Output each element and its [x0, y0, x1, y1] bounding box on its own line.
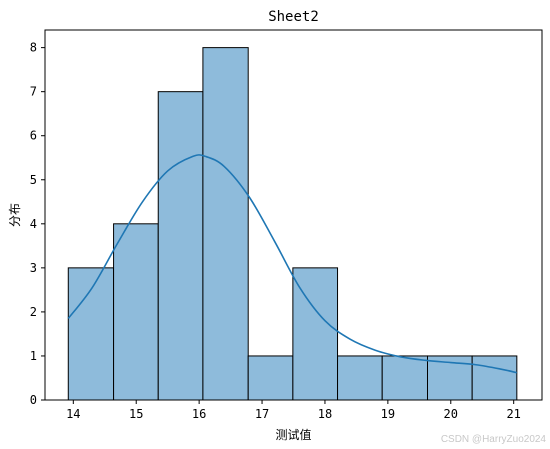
x-tick-label: 21 — [506, 407, 520, 421]
kde-line — [67, 154, 518, 374]
histogram-bar — [337, 355, 383, 401]
y-tick-label: 0 — [30, 393, 37, 407]
x-tick-label: 15 — [129, 407, 143, 421]
y-tick-label: 3 — [30, 261, 37, 275]
y-axis-ticks: 0 1 2 3 4 5 6 7 8 — [30, 41, 45, 407]
y-tick-label: 4 — [30, 217, 37, 231]
histogram-bars — [67, 47, 518, 401]
y-axis-label: 分布 — [8, 203, 22, 227]
histogram-bar — [471, 355, 518, 401]
histogram-bar — [67, 267, 115, 401]
watermark-text: CSDN @HarryZuo2024 — [441, 434, 547, 445]
x-tick-label: 14 — [66, 407, 80, 421]
x-axis-ticks: 14 15 16 17 18 19 20 21 — [66, 400, 521, 421]
y-tick-label: 1 — [30, 349, 37, 363]
histogram-bar — [381, 355, 429, 401]
y-tick-label: 5 — [30, 173, 37, 187]
y-tick-label: 7 — [30, 85, 37, 99]
x-tick-label: 17 — [255, 407, 269, 421]
plot-area-frame — [44, 29, 543, 401]
histogram-bar — [157, 91, 204, 401]
chart-title: Sheet2 — [268, 9, 319, 25]
x-axis-label: 测试值 — [275, 427, 311, 442]
y-tick-label: 6 — [30, 129, 37, 143]
x-tick-label: 19 — [381, 407, 395, 421]
histogram-bar — [202, 47, 249, 401]
x-tick-label: 16 — [192, 407, 206, 421]
histogram-bar — [113, 223, 159, 401]
kde-curve-group — [67, 154, 518, 374]
x-tick-label: 20 — [444, 407, 458, 421]
y-tick-label: 8 — [30, 41, 37, 55]
x-tick-label: 18 — [318, 407, 332, 421]
histogram-bar — [247, 355, 294, 401]
y-tick-label: 2 — [30, 305, 37, 319]
